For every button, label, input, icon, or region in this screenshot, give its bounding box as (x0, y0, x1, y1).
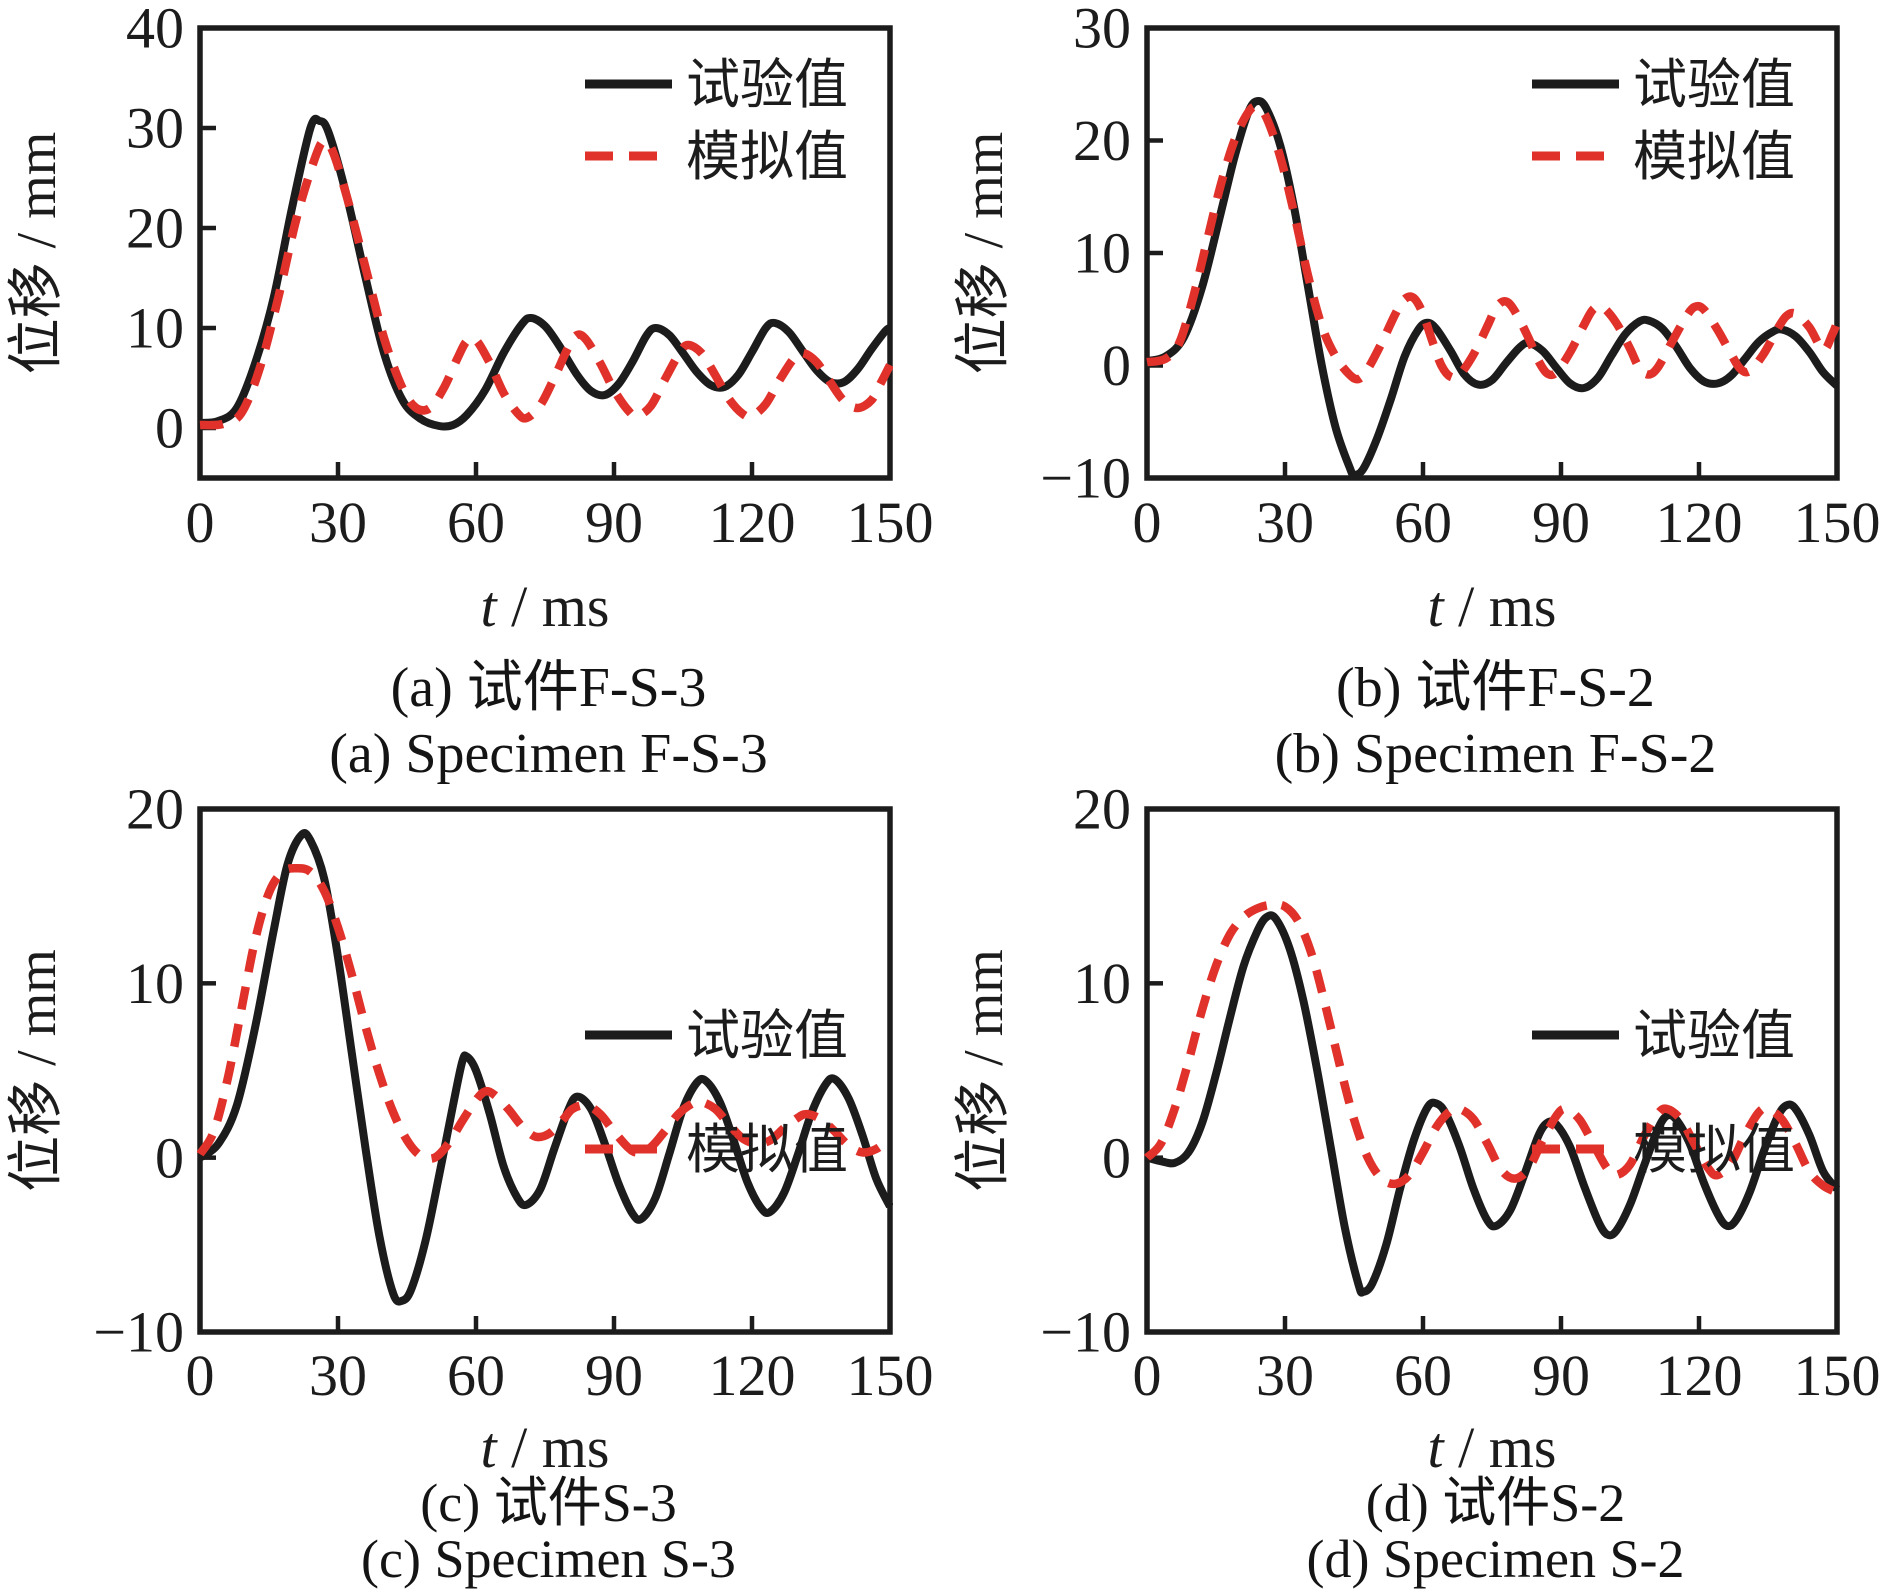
x-tick-label: 30 (1256, 1343, 1314, 1408)
panel-b-caption: (b) 试件F-S-2 (b) Specimen F-S-2 (947, 655, 1894, 787)
y-tick-label: 0 (155, 396, 184, 461)
x-tick-label: 30 (1256, 490, 1314, 555)
panel-a-caption-en: (a) Specimen F-S-3 (329, 723, 768, 786)
panel-d-caption-zh: (d) 试件S-2 (1365, 1473, 1626, 1534)
panel-a: 0 10 20 30 40 0 30 60 90 120 150 位移 / mm t / ms 试验值模拟… (0, 0, 947, 787)
plot-frame (1144, 806, 1840, 1335)
y-tick-label: −10 (1040, 446, 1131, 511)
y-tick-label: 30 (1073, 0, 1131, 61)
y-tick-label: 20 (1073, 108, 1131, 173)
x-tick-label: 90 (585, 1343, 643, 1408)
y-tick-label: −10 (93, 1300, 184, 1365)
x-tick-label: 150 (847, 490, 934, 555)
panel-d-caption-en: (d) Specimen S-2 (1306, 1529, 1685, 1590)
plot-frame (197, 25, 893, 481)
y-axis-title: 位移 / mm (6, 132, 68, 375)
y-axis-title: 位移 / mm (953, 949, 1015, 1192)
x-axis-title: t / ms (1428, 574, 1557, 639)
panel-c-caption-en: (c) Specimen S-3 (361, 1529, 736, 1590)
x-tick-label: 30 (309, 490, 367, 555)
y-tick-label: 10 (1073, 221, 1131, 286)
x-tick-label: 90 (585, 490, 643, 555)
curve-experimental (197, 829, 893, 1306)
y-tick-label: 20 (1073, 787, 1131, 842)
y-tick-label: 0 (1102, 1126, 1131, 1191)
y-tick-label: 10 (126, 951, 184, 1016)
x-tick-label: 0 (1133, 490, 1162, 555)
legend-label-simulated: 模拟值 (686, 1120, 848, 1180)
y-axis-title: 位移 / mm (953, 132, 1015, 375)
x-tick-label: 60 (447, 1343, 505, 1408)
x-tick-label: 60 (1394, 1343, 1452, 1408)
legend-label-experimental: 试验值 (1633, 55, 1795, 115)
y-tick-label: 30 (126, 96, 184, 161)
x-tick-label: 0 (186, 1343, 215, 1408)
x-axis-title: t / ms (481, 1415, 610, 1475)
legend-label-experimental: 试验值 (686, 55, 848, 115)
y-tick-label: −10 (1040, 1300, 1131, 1365)
x-tick-label: 120 (709, 1343, 796, 1408)
panel-b-caption-zh: (b) 试件F-S-2 (1336, 657, 1655, 719)
x-tick-label: 120 (1656, 1343, 1743, 1408)
x-tick-label: 30 (309, 1343, 367, 1408)
panel-b: −10 0 10 20 30 0 30 60 90 120 150 位移 / mm t / ms 试验值模… (947, 0, 1894, 787)
y-tick-label: 20 (126, 196, 184, 261)
legend-label-simulated: 模拟值 (1633, 127, 1795, 187)
curve-simulated (197, 864, 893, 1164)
curve-simulated (1146, 102, 1840, 384)
panel-c: −10 0 10 20 0 30 60 90 120 150 位移 / mm t / ms 试验值 模拟值… (0, 787, 947, 1587)
x-tick-label: 150 (847, 1343, 934, 1408)
x-tick-label: 90 (1532, 490, 1590, 555)
y-tick-label: 0 (155, 1126, 184, 1191)
y-tick-label: 40 (126, 0, 184, 61)
y-tick-label: 10 (126, 296, 184, 361)
legend-label-simulated: 模拟值 (686, 127, 848, 187)
y-axis-title: 位移 / mm (6, 949, 68, 1192)
panel-d: −10 0 10 20 0 30 60 90 120 150 位移 / mm t / ms 试验值 模拟值… (947, 787, 1894, 1587)
x-axis-title: t / ms (1428, 1415, 1557, 1475)
curve-experimental (199, 114, 893, 431)
panel-a-caption-zh: (a) 试件F-S-3 (390, 657, 707, 719)
curve-simulated (1144, 900, 1839, 1197)
panel-d-caption: (d) 试件S-2 (d) Specimen S-2 (947, 1475, 1894, 1587)
plot-frame (197, 806, 893, 1335)
panel-a-caption: (a) 试件F-S-3 (a) Specimen F-S-3 (0, 655, 947, 787)
y-tick-label: 10 (1073, 951, 1131, 1016)
panel-c-caption: (c) 试件S-3 (c) Specimen S-3 (0, 1475, 947, 1587)
x-tick-label: 90 (1532, 1343, 1590, 1408)
x-tick-label: 120 (1656, 490, 1743, 555)
panel-b-caption-en: (b) Specimen F-S-2 (1274, 723, 1717, 786)
x-tick-label: 0 (1133, 1343, 1162, 1408)
curve-simulated (199, 136, 893, 430)
x-tick-label: 150 (1794, 490, 1881, 555)
legend-label-experimental: 试验值 (686, 1006, 848, 1066)
y-tick-label: 0 (1102, 333, 1131, 398)
x-tick-label: 60 (447, 490, 505, 555)
legend-label-experimental: 试验值 (1633, 1006, 1795, 1066)
curve-experimental (1146, 911, 1840, 1297)
y-tick-label: 20 (126, 787, 184, 842)
x-tick-label: 120 (709, 490, 796, 555)
panel-c-caption-zh: (c) 试件S-3 (420, 1473, 677, 1534)
x-tick-label: 60 (1394, 490, 1452, 555)
legend-label-simulated: 模拟值 (1633, 1120, 1795, 1180)
x-tick-label: 150 (1794, 1343, 1881, 1408)
x-tick-label: 0 (186, 490, 215, 555)
x-axis-title: t / ms (481, 574, 610, 639)
panel-a-chart: 0 10 20 30 40 0 30 60 90 120 150 位移 / mm t / ms 试验值模拟… (6, 0, 934, 639)
